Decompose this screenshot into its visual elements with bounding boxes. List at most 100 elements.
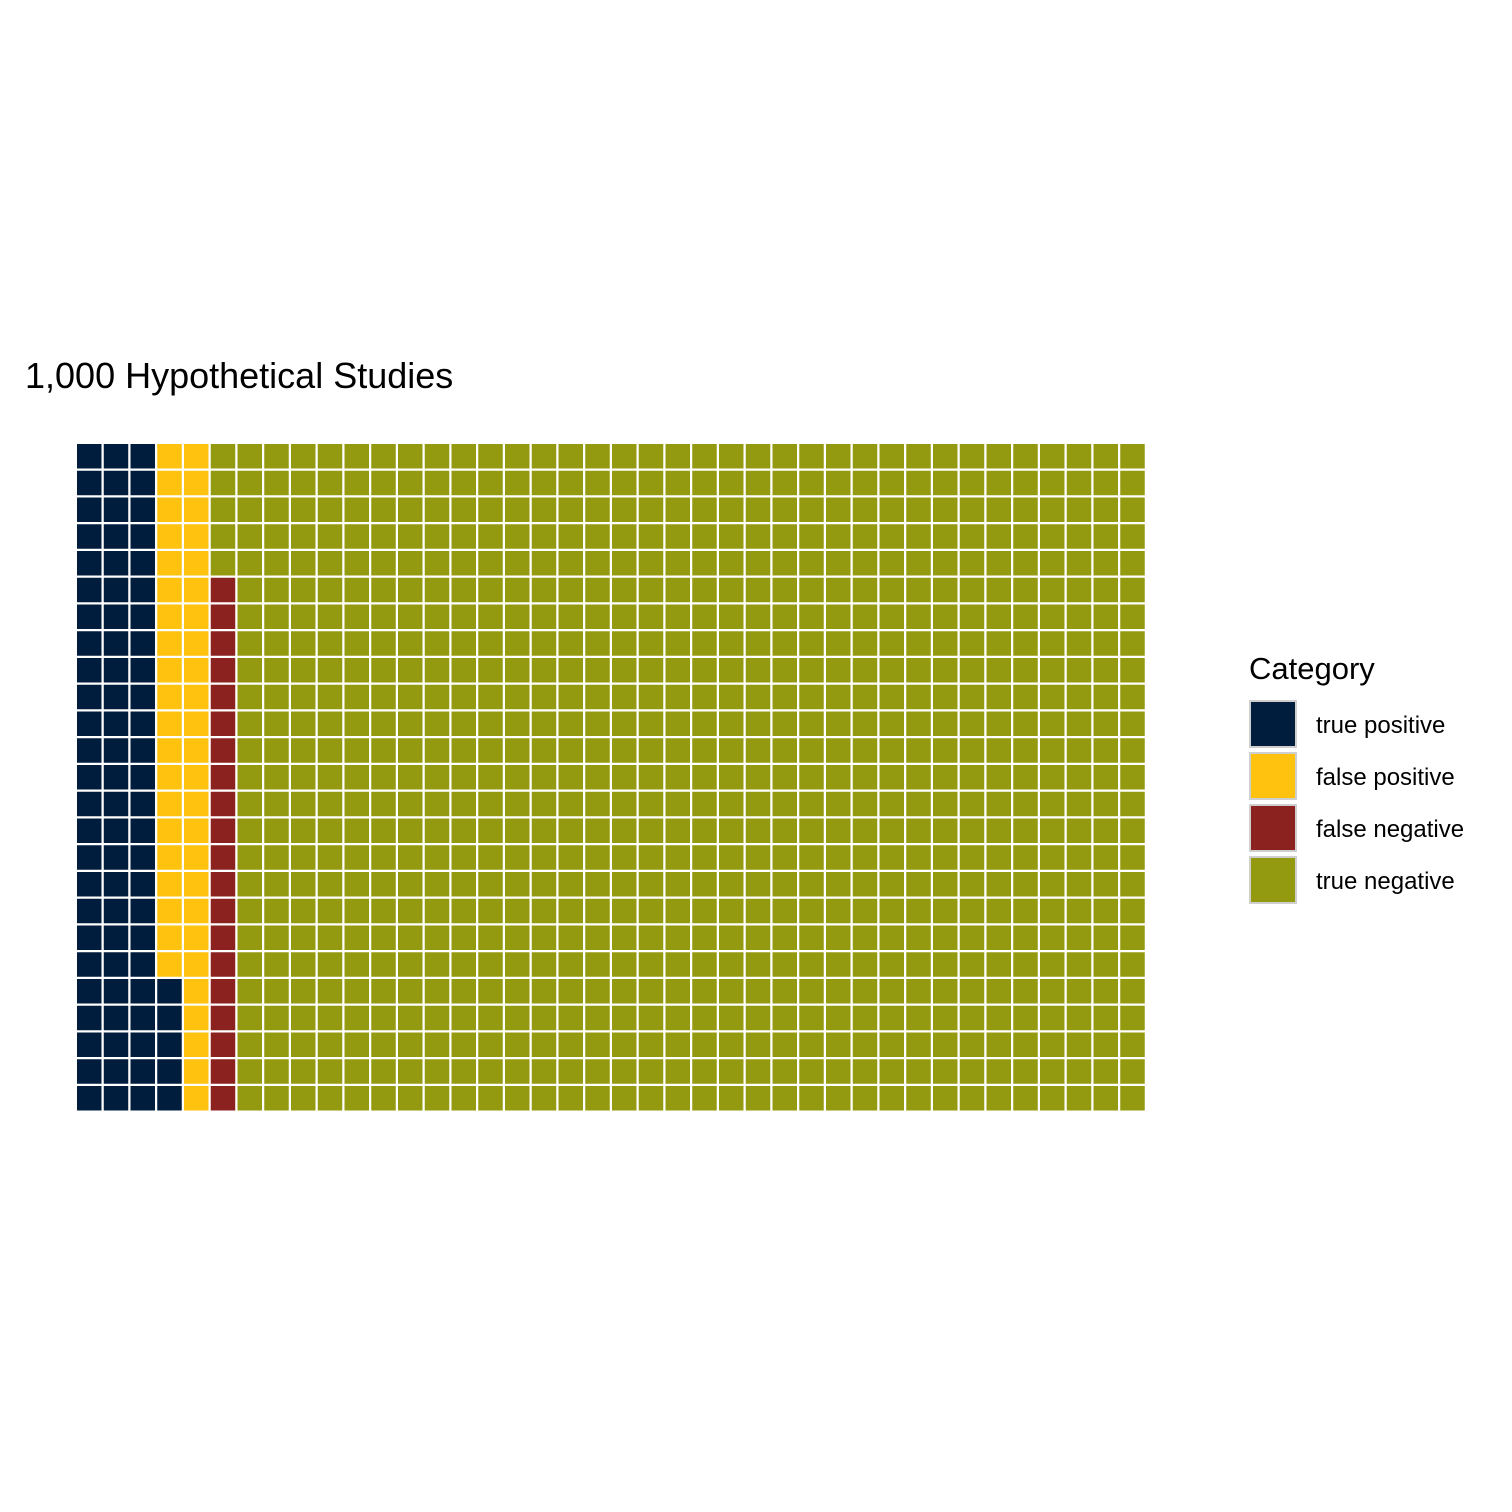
waffle-tile-true-negative [531,925,557,950]
waffle-tile-true-negative [317,1032,343,1057]
waffle-tile-true-negative [986,444,1011,469]
waffle-tile-true-negative [772,604,797,629]
waffle-tile-true-negative [371,1032,396,1057]
waffle-tile-true-negative [665,818,690,843]
waffle-tile-true-negative [1093,925,1118,950]
waffle-tile-false-positive [184,604,209,629]
waffle-tile-true-negative [398,818,423,843]
waffle-tile-true-negative [1093,604,1118,629]
waffle-tile-true-negative [1120,524,1145,549]
waffle-tile-true-negative [371,738,396,763]
waffle-tile-true-negative [344,658,369,683]
waffle-tile-true-negative [478,604,503,629]
waffle-tile-true-negative [826,845,851,870]
waffle-tile-true-negative [1066,658,1092,683]
waffle-tile-true-negative [478,1059,503,1084]
waffle-tile-true-negative [879,497,904,522]
waffle-tile-true-negative [1093,818,1118,843]
waffle-tile-true-negative [1013,470,1038,496]
waffle-tile-true-positive [103,604,129,629]
waffle-tile-true-negative [959,711,985,736]
waffle-tile-true-positive [130,925,155,950]
waffle-tile-true-negative [424,791,450,817]
waffle-tile-true-negative [959,845,985,870]
waffle-tile-true-negative [745,952,771,977]
waffle-tile-true-negative [451,444,476,469]
waffle-tile-false-positive [184,658,209,683]
waffle-tile-true-negative [371,925,396,950]
waffle-tile-true-negative [1093,470,1118,496]
waffle-tile-true-negative [745,577,771,603]
waffle-tile-true-positive [103,818,129,843]
waffle-tile-true-negative [692,1086,717,1111]
waffle-tile-true-negative [612,925,637,950]
waffle-tile-true-negative [344,524,369,549]
waffle-tile-true-positive [157,1005,182,1031]
waffle-tile-true-negative [371,979,396,1004]
waffle-tile-false-negative [210,845,236,870]
waffle-tile-true-negative [612,684,637,710]
waffle-tile-true-positive [103,658,129,683]
waffle-tile-false-positive [184,818,209,843]
waffle-tile-true-negative [237,658,262,683]
waffle-tile-true-negative [398,738,423,763]
waffle-tile-true-negative [264,738,289,763]
waffle-tile-true-negative [879,765,904,790]
waffle-tile-true-positive [130,952,155,977]
waffle-tile-true-negative [264,470,289,496]
waffle-tile-true-negative [719,524,744,549]
waffle-tile-true-negative [692,845,717,870]
waffle-tile-true-negative [585,738,610,763]
waffle-tile-true-negative [1066,845,1092,870]
waffle-tile-true-negative [451,1005,476,1031]
waffle-tile-true-positive [130,524,155,549]
waffle-tile-true-negative [692,604,717,629]
waffle-tile-true-positive [103,631,129,656]
waffle-tile-true-negative [1040,872,1065,897]
waffle-tile-true-negative [745,1032,771,1057]
waffle-tile-true-negative [451,711,476,736]
waffle-tile-true-negative [1013,1032,1038,1057]
waffle-tile-false-positive [157,684,182,710]
waffle-tile-true-positive [77,604,102,629]
waffle-tile-false-positive [157,898,182,924]
waffle-tile-false-positive [157,738,182,763]
waffle-tile-true-negative [1066,1032,1092,1057]
waffle-tile-true-negative [531,765,557,790]
waffle-tile-true-negative [424,551,450,576]
waffle-tile-true-negative [772,818,797,843]
waffle-tile-true-negative [745,925,771,950]
waffle-tile-true-negative [879,577,904,603]
waffle-tile-false-negative [210,1005,236,1031]
waffle-tile-true-negative [986,1059,1011,1084]
waffle-tile-true-negative [451,845,476,870]
waffle-tile-true-negative [585,845,610,870]
waffle-tile-true-negative [933,604,958,629]
waffle-tile-true-negative [986,470,1011,496]
waffle-tile-false-positive [157,818,182,843]
waffle-tile-true-negative [772,470,797,496]
waffle-tile-true-negative [772,444,797,469]
waffle-tile-true-negative [852,684,878,710]
waffle-tile-true-negative [745,872,771,897]
waffle-tile-true-positive [103,872,129,897]
waffle-tile-true-negative [959,577,985,603]
waffle-tile-false-positive [184,1086,209,1111]
waffle-tile-true-negative [317,658,343,683]
waffle-tile-true-negative [344,791,369,817]
waffle-tile-true-negative [398,684,423,710]
waffle-tile-true-negative [826,497,851,522]
waffle-tile-false-positive [184,711,209,736]
waffle-tile-true-negative [692,818,717,843]
waffle-tile-true-positive [157,1059,182,1084]
waffle-tile-true-negative [371,551,396,576]
waffle-tile-false-negative [210,711,236,736]
waffle-tile-true-negative [879,658,904,683]
waffle-tile-true-negative [531,952,557,977]
waffle-tile-true-negative [933,791,958,817]
waffle-tile-true-positive [77,577,102,603]
waffle-tile-true-negative [799,765,824,790]
waffle-tile-true-negative [959,1032,985,1057]
waffle-tile-true-negative [291,631,316,656]
